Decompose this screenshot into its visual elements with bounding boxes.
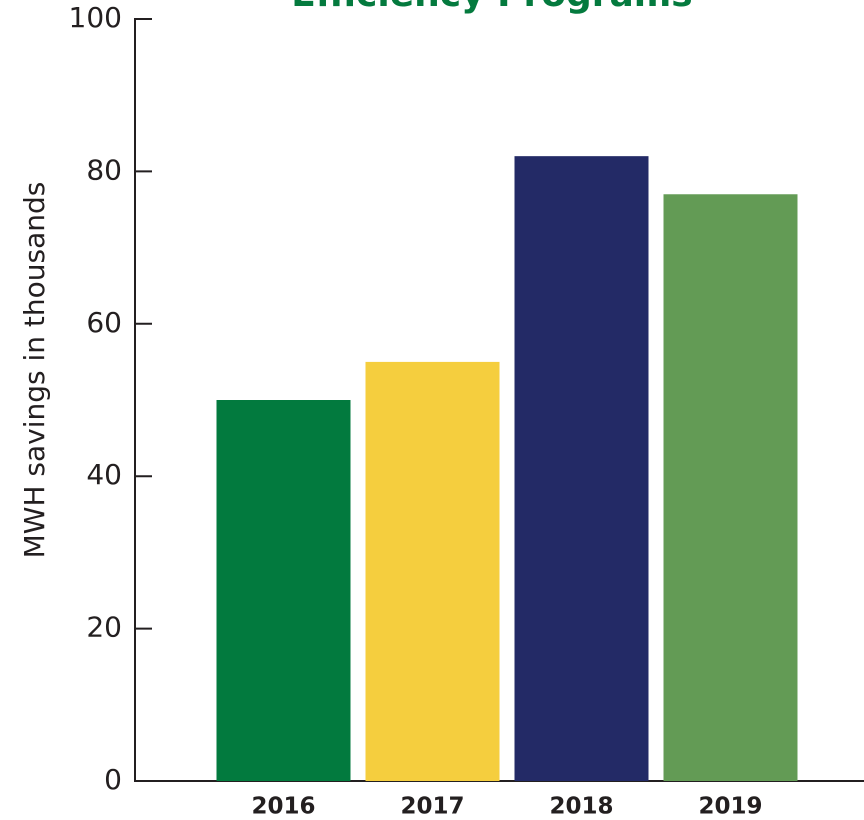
x-tick-label: 2019 bbox=[698, 794, 762, 820]
x-tick-label: 2017 bbox=[400, 794, 464, 820]
bar bbox=[365, 361, 500, 781]
bar bbox=[514, 156, 649, 781]
y-tick-label: 100 bbox=[69, 1, 122, 34]
bar bbox=[663, 194, 798, 781]
bar bbox=[216, 400, 351, 781]
x-tick-label: 2016 bbox=[251, 794, 315, 820]
y-tick-label: 40 bbox=[86, 458, 122, 491]
x-tick-label: 2018 bbox=[549, 794, 613, 820]
y-tick-label: 60 bbox=[86, 306, 122, 339]
y-tick-label: 20 bbox=[86, 611, 122, 644]
y-tick-label: 0 bbox=[104, 763, 122, 796]
y-tick-label: 80 bbox=[86, 153, 122, 186]
y-axis-label: MWH savings in thousands bbox=[18, 182, 51, 559]
chart-title: Efficiency Programs bbox=[291, 0, 692, 15]
